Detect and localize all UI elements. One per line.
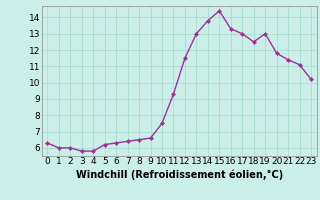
X-axis label: Windchill (Refroidissement éolien,°C): Windchill (Refroidissement éolien,°C) [76,169,283,180]
